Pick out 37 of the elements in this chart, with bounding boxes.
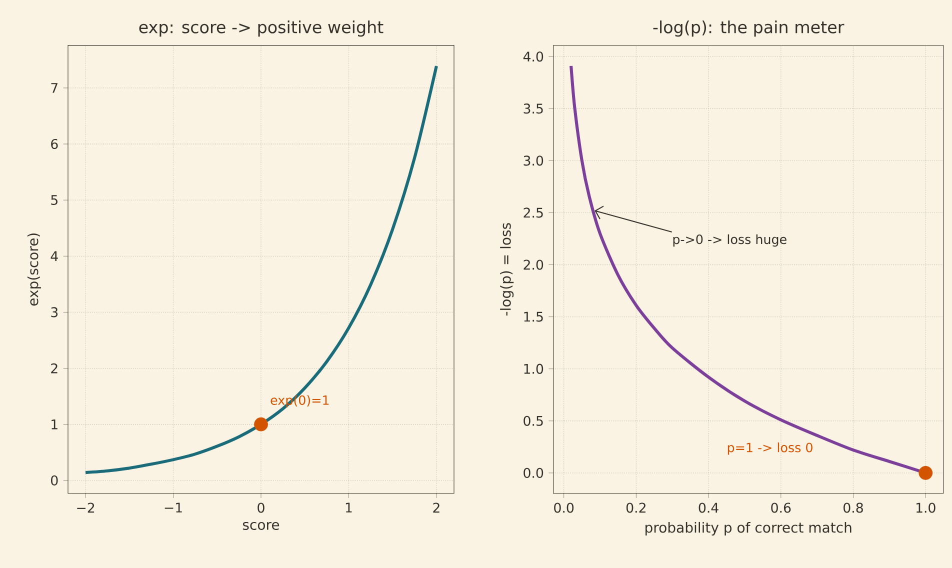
- annotation: p->0 -> loss huge: [673, 234, 786, 247]
- y-tick-label: 5: [51, 195, 58, 206]
- y-tick-label: 7: [51, 83, 58, 93]
- y-tick-label: 1.5: [524, 312, 543, 322]
- y-tick-label: 2: [51, 363, 58, 374]
- x-tick-label: 0: [258, 502, 264, 513]
- x-tick-label: 0.2: [626, 502, 646, 513]
- y-tick-label: 3.5: [524, 104, 543, 114]
- line-series: [84, 64, 438, 474]
- chart-title: exp: score -> positive weight: [139, 20, 384, 37]
- chart-title: -log(p): the pain meter: [653, 20, 844, 37]
- y-tick-label: 2.5: [524, 208, 543, 218]
- y-tick-label: 0.5: [524, 416, 543, 426]
- y-tick-label: 1: [52, 420, 58, 430]
- x-tick-label: −1: [164, 502, 182, 512]
- y-tick-label: 3.0: [524, 156, 544, 166]
- x-tick-label: 0.4: [698, 502, 718, 513]
- x-axis-title: probability p of correct match: [646, 522, 852, 536]
- x-tick-label: 1.0: [916, 502, 936, 513]
- y-tick-label: 0.0: [524, 468, 544, 478]
- x-tick-label: 2: [433, 502, 440, 513]
- y-tick-label: 3: [51, 307, 58, 318]
- y-tick-label: 4: [50, 251, 58, 262]
- y-axis-title: -log(p) = loss: [500, 223, 514, 316]
- x-tick-label: 0.6: [771, 502, 791, 513]
- x-tick-label: 1: [346, 502, 352, 512]
- x-tick-label: −2: [77, 502, 94, 513]
- y-tick-label: 6: [51, 138, 58, 150]
- x-axis-title: score: [242, 522, 280, 530]
- y-tick-label: 0: [51, 475, 58, 486]
- y-axis-title: exp(score): [27, 233, 41, 306]
- y-tick-label: 4.0: [523, 52, 544, 62]
- annotation: p=1 -> loss 0: [728, 442, 812, 455]
- x-tick-label: 0.0: [554, 502, 574, 513]
- x-tick-label: 0.8: [844, 502, 863, 513]
- y-tick-label: 1.0: [524, 364, 544, 374]
- y-tick-label: 2.0: [524, 260, 544, 270]
